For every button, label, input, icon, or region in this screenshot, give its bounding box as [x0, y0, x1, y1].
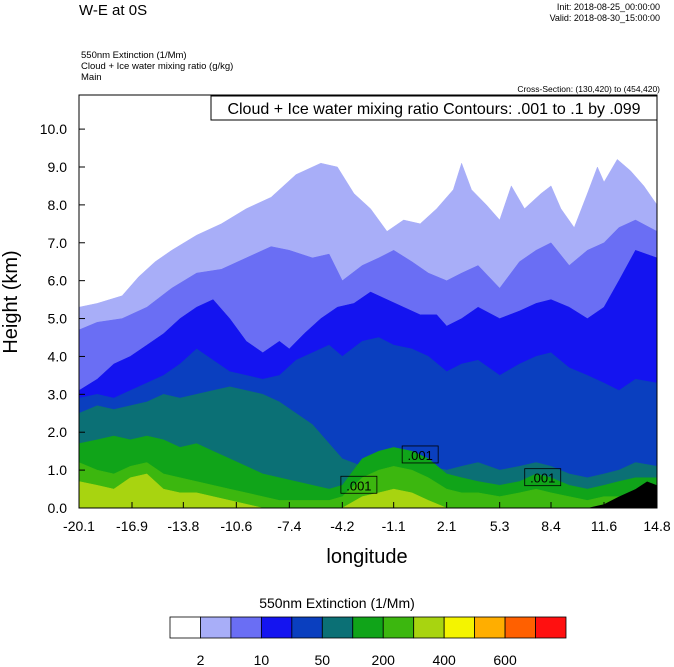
colorbar-label: 400: [432, 652, 456, 667]
x-tick-label: 11.6: [591, 518, 617, 534]
init-time: Init: 2018-08-25_00:00:00: [556, 2, 660, 12]
contour-label: .001: [530, 471, 555, 486]
colorbar-swatch: [321, 616, 354, 639]
x-axis-label: longitude: [326, 546, 407, 568]
colorbar-swatch: [504, 616, 536, 639]
contour-label-box: [340, 475, 378, 494]
colorbar-swatch: [230, 616, 262, 639]
y-tick-label: 2.0: [48, 424, 68, 440]
y-tick-label: 10.0: [40, 121, 67, 137]
colorbar-label: 200: [372, 652, 396, 667]
y-tick-label: 1.0: [48, 462, 68, 478]
colorbar: 2 10 50 200 400 600: [169, 616, 567, 667]
contour-label-box: [524, 468, 562, 487]
colorbar-swatch: [382, 616, 415, 639]
colorbar-title: 550nm Extinction (1/Mm): [259, 595, 415, 611]
x-tick-label: -4.2: [330, 518, 354, 534]
colorbar-label: 600: [493, 652, 517, 667]
plot-border: [78, 94, 658, 509]
y-tick-label: 5.0: [48, 311, 68, 327]
y-tick-label: 3.0: [48, 386, 68, 402]
extinction-band-level-7: [78, 462, 658, 509]
colorbar-swatch: [200, 616, 232, 639]
domain-label: Main: [81, 72, 102, 83]
y-axis-ticks: 0.0 1.0 2.0 3.0 4.0 5.0 6.0 7.0 8.0 9.0 10.0: [40, 121, 85, 516]
contour-label-box: [401, 445, 439, 464]
y-tick-label: 4.0: [48, 348, 68, 364]
colorbar-swatch: [260, 616, 293, 639]
plot-title: W-E at 0S: [79, 2, 148, 19]
terrain-fill: [79, 481, 657, 508]
x-tick-label: -1.1: [382, 518, 406, 534]
extinction-band-level-8: [78, 473, 657, 509]
colorbar-label: 50: [315, 652, 331, 667]
colorbar-swatch: [535, 616, 567, 639]
plot-frame: [78, 94, 658, 509]
y-tick-label: 8.0: [48, 197, 68, 213]
valid-time: Valid: 2018-08-30_15:00:00: [549, 13, 660, 23]
colorbar-swatch: [291, 616, 323, 639]
plot-area: .001 .001 .001: [78, 95, 658, 509]
x-tick-label: 8.4: [541, 518, 561, 534]
contour-annotation-text: Cloud + Ice water mixing ratio Contours:…: [227, 101, 640, 118]
x-tick-label: 2.1: [437, 518, 457, 534]
colorbar-swatch: [352, 616, 384, 639]
x-axis-ticks: -20.1 -16.9 -13.8 -10.6 -7.4 -4.2 -1.1 2.1 5.3 8.…: [63, 502, 671, 534]
x-tick-label: -20.1: [63, 518, 95, 534]
field-label-mixing-ratio: Cloud + Ice water mixing ratio (g/kg): [81, 61, 234, 72]
x-tick-label: -10.6: [220, 518, 252, 534]
colorbar-swatch: [413, 616, 445, 639]
x-tick-label: -16.9: [116, 518, 148, 534]
colorbar-swatch: [474, 616, 506, 639]
y-tick-label: 9.0: [48, 159, 68, 175]
contour-label: .001: [408, 448, 433, 463]
y-tick-label: 6.0: [48, 273, 68, 289]
y-tick-label: 7.0: [48, 235, 68, 251]
cross-section-label: Cross-Section: (130,420) to (454,420): [517, 84, 660, 94]
colorbar-label: 2: [197, 652, 205, 667]
y-tick-label: 0.0: [48, 500, 68, 516]
x-tick-label: -7.4: [277, 518, 301, 534]
field-label-extinction: 550nm Extinction (1/Mm): [81, 50, 187, 61]
colorbar-swatch: [169, 616, 201, 639]
x-tick-label: 14.8: [643, 518, 670, 534]
x-tick-label: -13.8: [167, 518, 199, 534]
contour-annotation-box: Cloud + Ice water mixing ratio Contours:…: [210, 95, 658, 121]
colorbar-label: 10: [254, 652, 270, 667]
y-axis-label: Height (km): [0, 250, 22, 353]
x-tick-label: 5.3: [490, 518, 510, 534]
contour-label: .001: [346, 478, 371, 493]
colorbar-swatch: [443, 616, 476, 639]
